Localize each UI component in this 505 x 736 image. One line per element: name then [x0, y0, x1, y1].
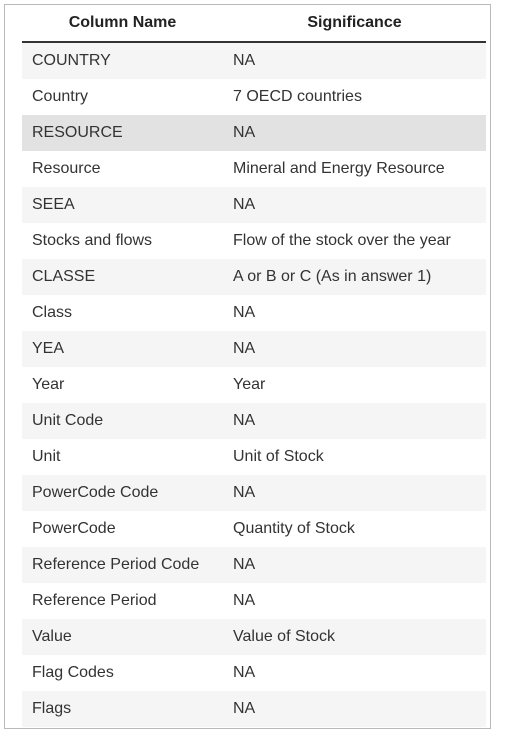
cell-significance: NA — [223, 403, 486, 439]
cell-significance: A or B or C (As in answer 1) — [223, 259, 486, 295]
cell-significance: NA — [223, 655, 486, 691]
cell-column-name: Unit — [22, 439, 223, 475]
cell-significance: NA — [223, 295, 486, 331]
cell-column-name: Year — [22, 367, 223, 403]
table-row: Year Year — [22, 367, 486, 403]
cell-column-name: Unit Code — [22, 403, 223, 439]
cell-significance: Quantity of Stock — [223, 511, 486, 547]
cell-column-name: Flags — [22, 691, 223, 727]
cell-column-name: PowerCode — [22, 511, 223, 547]
cell-column-name: Reference Period — [22, 583, 223, 619]
table-row: Value Value of Stock — [22, 619, 486, 655]
cell-significance: Unit of Stock — [223, 439, 486, 475]
table-row: Unit Code NA — [22, 403, 486, 439]
cell-column-name: Country — [22, 79, 223, 115]
cell-significance: Mineral and Energy Resource — [223, 151, 486, 187]
table-row: RESOURCE NA — [22, 115, 486, 151]
cell-column-name: Reference Period Code — [22, 547, 223, 583]
cell-column-name: Class — [22, 295, 223, 331]
table-frame: Column Name Significance COUNTRY NA Countr… — [4, 4, 491, 729]
cell-significance: NA — [223, 115, 486, 151]
table-body: COUNTRY NA Country 7 OECD countries RESOURCE… — [22, 42, 486, 727]
table-row: Reference Period Code NA — [22, 547, 486, 583]
column-header-significance: Significance — [223, 6, 486, 43]
cell-significance: NA — [223, 42, 486, 79]
table-row: Flags NA — [22, 691, 486, 727]
cell-column-name: RESOURCE — [22, 115, 223, 151]
cell-significance: NA — [223, 691, 486, 727]
cell-column-name: Stocks and flows — [22, 223, 223, 259]
cell-significance: NA — [223, 187, 486, 223]
table-row: Stocks and flows Flow of the stock over t… — [22, 223, 486, 259]
table-row: Reference Period NA — [22, 583, 486, 619]
cell-significance: Flow of the stock over the year — [223, 223, 486, 259]
table-row: PowerCode Code NA — [22, 475, 486, 511]
data-table: Column Name Significance COUNTRY NA Countr… — [22, 6, 486, 727]
table-row: YEA NA — [22, 331, 486, 367]
table-row: PowerCode Quantity of Stock — [22, 511, 486, 547]
table-row: Class NA — [22, 295, 486, 331]
cell-column-name: Resource — [22, 151, 223, 187]
cell-significance: Year — [223, 367, 486, 403]
cell-significance: Value of Stock — [223, 619, 486, 655]
table-header: Column Name Significance — [22, 6, 486, 43]
cell-column-name: Flag Codes — [22, 655, 223, 691]
cell-significance: NA — [223, 547, 486, 583]
table-row: CLASSE A or B or C (As in answer 1) — [22, 259, 486, 295]
table-row: SEEA NA — [22, 187, 486, 223]
table-row: COUNTRY NA — [22, 42, 486, 79]
cell-column-name: YEA — [22, 331, 223, 367]
cell-column-name: SEEA — [22, 187, 223, 223]
table-row: Resource Mineral and Energy Resource — [22, 151, 486, 187]
table-row: Country 7 OECD countries — [22, 79, 486, 115]
cell-column-name: CLASSE — [22, 259, 223, 295]
cell-significance: NA — [223, 475, 486, 511]
cell-column-name: PowerCode Code — [22, 475, 223, 511]
cell-significance: 7 OECD countries — [223, 79, 486, 115]
table-row: Flag Codes NA — [22, 655, 486, 691]
cell-significance: NA — [223, 583, 486, 619]
cell-significance: NA — [223, 331, 486, 367]
cell-column-name: Value — [22, 619, 223, 655]
column-header-name: Column Name — [22, 6, 223, 43]
cell-column-name: COUNTRY — [22, 42, 223, 79]
table-row: Unit Unit of Stock — [22, 439, 486, 475]
header-row: Column Name Significance — [22, 6, 486, 43]
